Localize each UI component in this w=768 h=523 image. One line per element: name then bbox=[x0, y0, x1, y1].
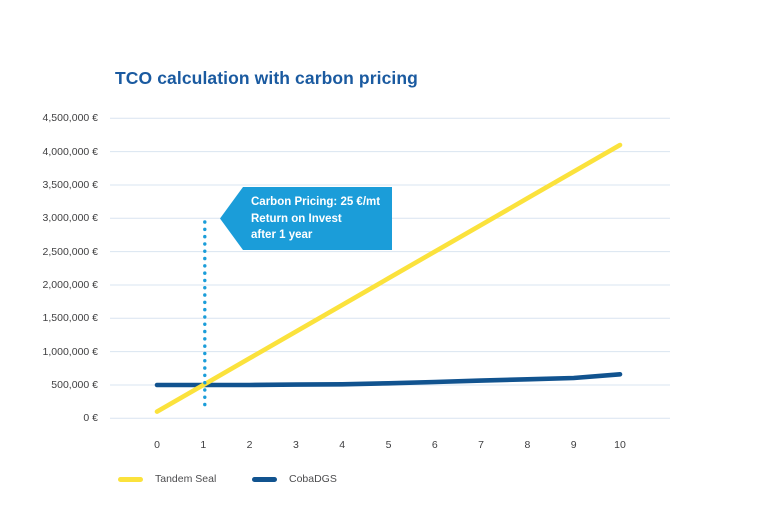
y-axis-label: 4,500,000 € bbox=[42, 112, 98, 125]
legend-label-tandem-seal: Tandem Seal bbox=[155, 473, 217, 485]
y-axis-label: 4,000,000 € bbox=[42, 145, 98, 158]
tandem-seal-line-swatch bbox=[118, 477, 143, 482]
series-line-cobadgs bbox=[154, 371, 623, 388]
y-axis-label: 1,500,000 € bbox=[42, 312, 98, 325]
x-axis-label: 8 bbox=[524, 439, 531, 451]
legend: Tandem Seal CobaDGS bbox=[0, 473, 768, 487]
cobadgs-line-swatch bbox=[252, 477, 277, 482]
y-axis-label: 0 € bbox=[83, 412, 98, 425]
y-axis-label: 3,000,000 € bbox=[42, 212, 98, 225]
x-axis-label: 2 bbox=[246, 439, 253, 451]
x-axis-label: 1 bbox=[200, 439, 207, 451]
x-axis-label: 4 bbox=[339, 439, 346, 451]
callout-line-1: Carbon Pricing: 25 €/mt bbox=[251, 196, 381, 208]
callout-carbon-pricing: Carbon Pricing: 25 €/mt Return on Invest… bbox=[220, 187, 392, 250]
legend-label-cobadgs: CobaDGS bbox=[289, 473, 337, 485]
x-axis-label: 9 bbox=[570, 439, 577, 451]
x-axis-label: 5 bbox=[385, 439, 392, 451]
callout-text: Carbon Pricing: 25 €/mt Return on Invest… bbox=[220, 187, 392, 244]
y-axis-label: 500,000 € bbox=[51, 378, 98, 391]
chart-title: TCO calculation with carbon pricing bbox=[115, 68, 418, 88]
y-axis-label: 2,500,000 € bbox=[42, 245, 98, 258]
callout-line-3: after 1 year bbox=[251, 229, 313, 241]
x-axis-label: 6 bbox=[431, 439, 438, 451]
legend-item-tandem-seal: Tandem Seal bbox=[118, 473, 216, 486]
x-axis-label: 10 bbox=[614, 439, 626, 451]
x-axis-label: 7 bbox=[478, 439, 485, 451]
x-axis-label: 0 bbox=[154, 439, 160, 451]
y-axis-label: 3,500,000 € bbox=[42, 178, 98, 191]
series-line-tandem-seal bbox=[154, 142, 623, 414]
callout-line-2: Return on Invest bbox=[251, 212, 342, 225]
y-axis-label: 2,000,000 € bbox=[42, 278, 98, 291]
y-axis-label: 1,000,000 € bbox=[42, 345, 98, 358]
legend-item-cobadgs: CobaDGS bbox=[252, 473, 337, 486]
x-axis-label: 3 bbox=[292, 439, 299, 451]
